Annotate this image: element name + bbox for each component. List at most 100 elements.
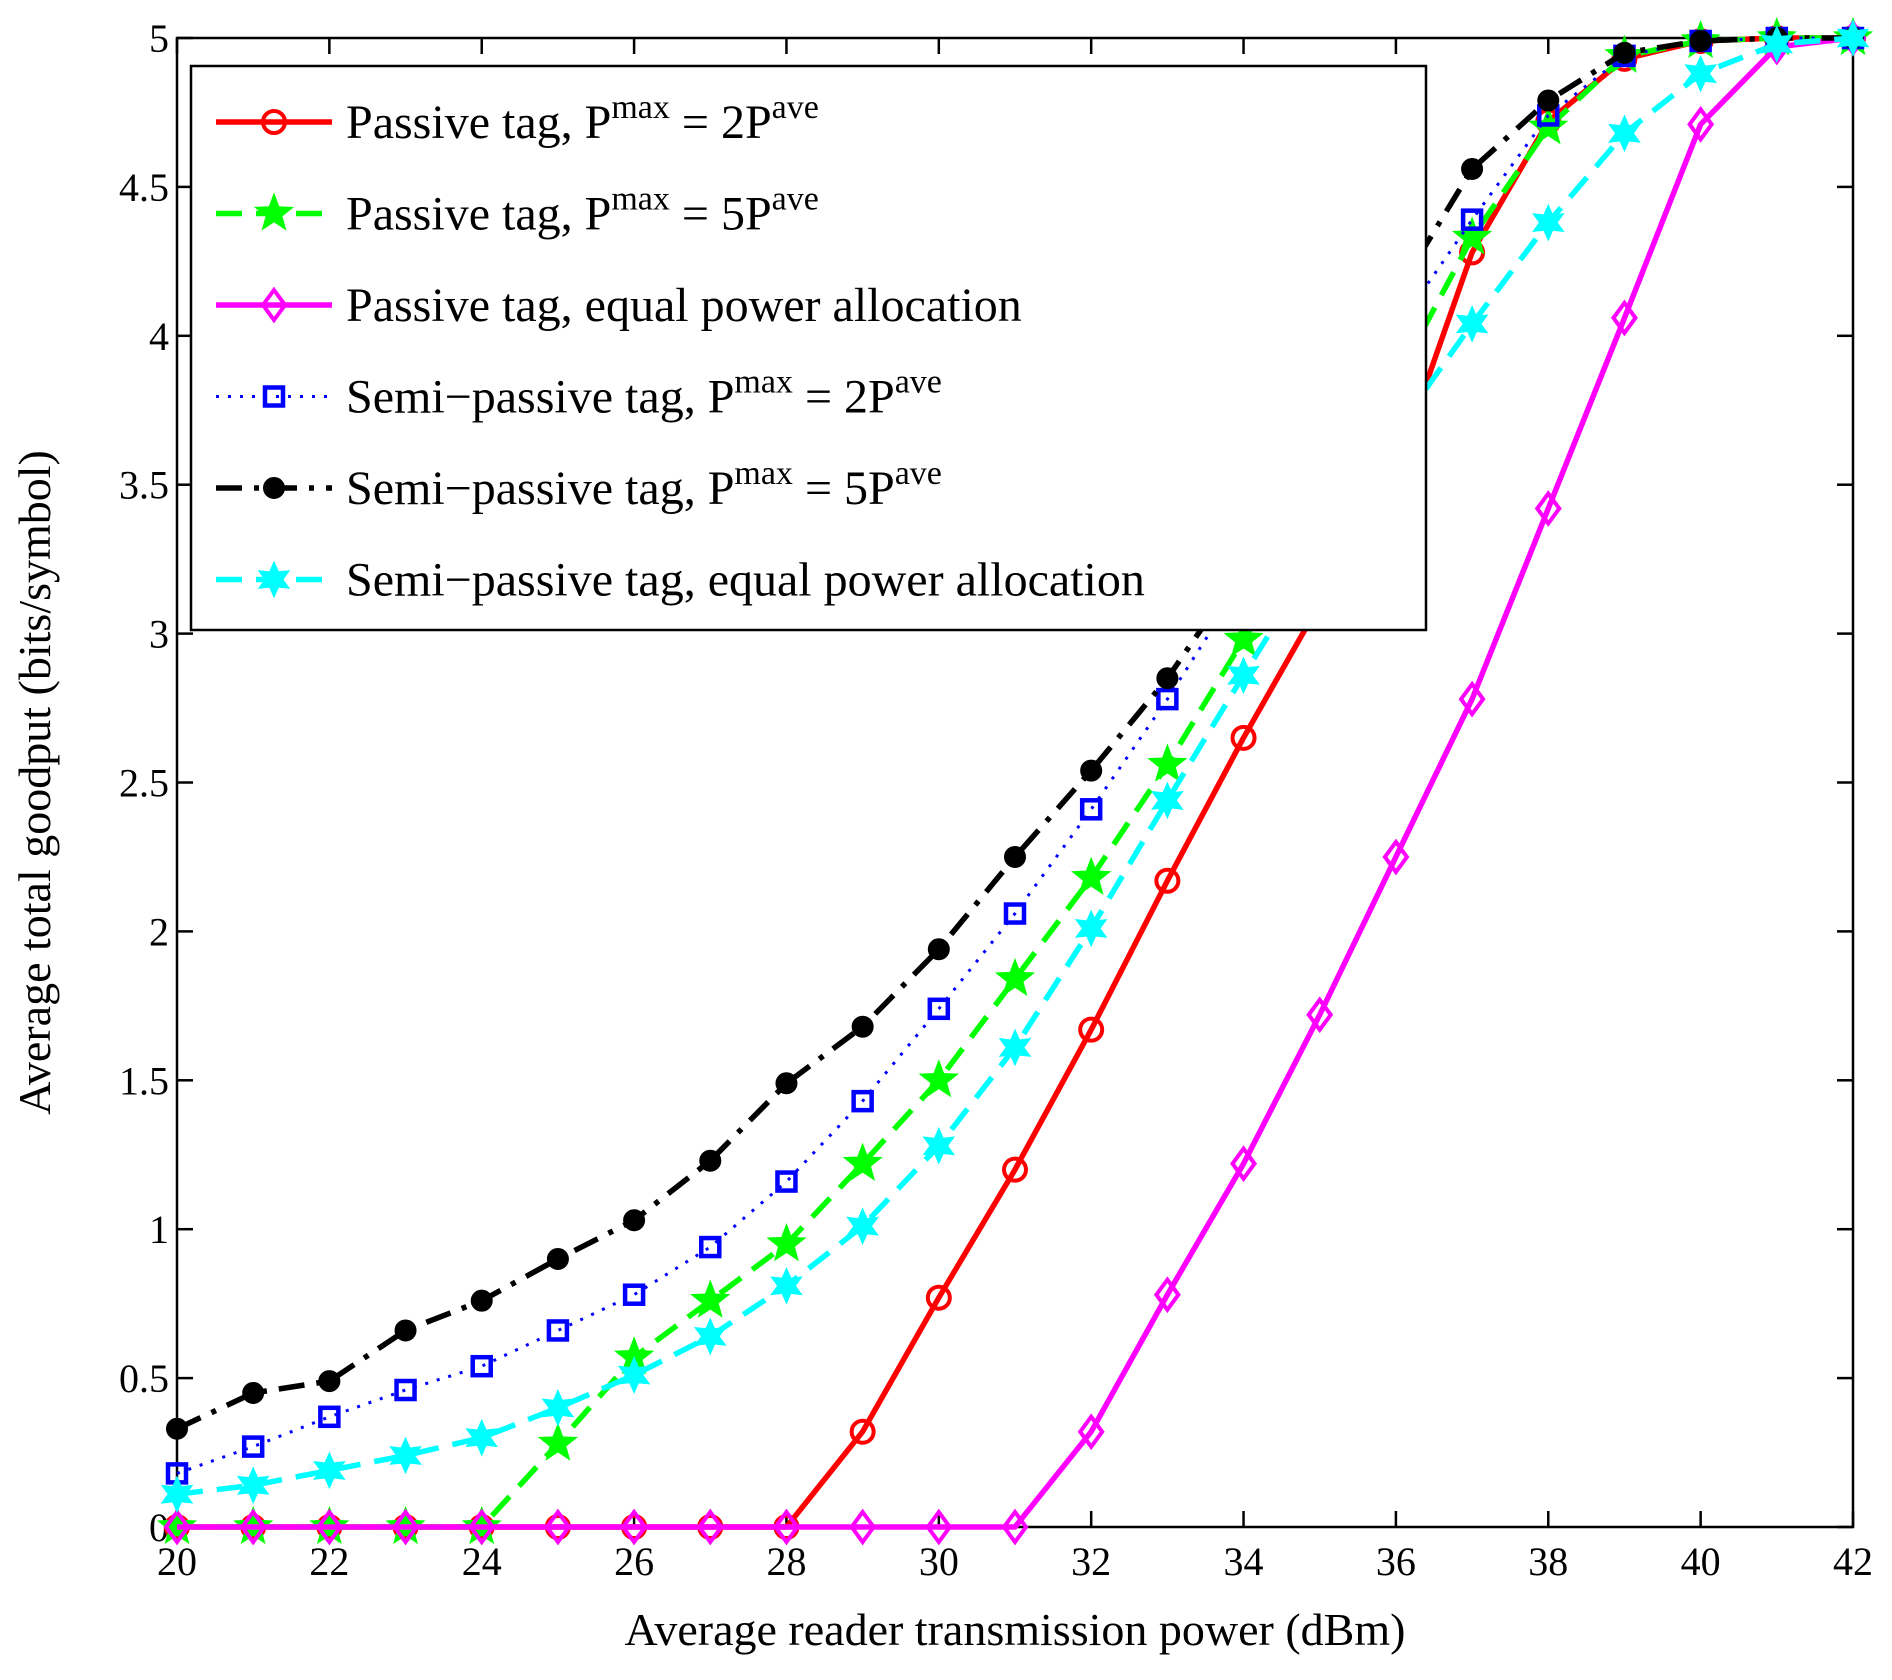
data-point [1306, 996, 1334, 1034]
data-point [318, 1405, 341, 1429]
y-tick-label: 5 [149, 16, 169, 61]
x-tick-label: 32 [1071, 1539, 1111, 1584]
legend-marker [260, 286, 288, 324]
data-point [242, 1381, 265, 1404]
x-tick-label: 38 [1528, 1539, 1568, 1584]
data-point [846, 1207, 880, 1246]
data-point [851, 1089, 874, 1113]
data-point [690, 1279, 731, 1318]
data-point [998, 1028, 1032, 1067]
legend-text-part: = 5P [670, 188, 772, 241]
y-tick-label: 4 [149, 314, 169, 359]
data-point [1458, 680, 1486, 718]
legend-label: Passive tag, equal power allocation [346, 279, 1022, 332]
legend-text-part: Semi−passive tag, equal power allocation [346, 554, 1145, 607]
data-point [1613, 41, 1636, 64]
data-point [236, 1466, 270, 1505]
y-tick-label: 2 [149, 909, 169, 954]
legend-box [189, 64, 1428, 632]
data-point [925, 1508, 953, 1546]
legend-superscript: ave [895, 364, 942, 401]
data-point [537, 1422, 579, 1461]
x-tick-label: 34 [1224, 1539, 1264, 1584]
legend-text-part: = 2P [670, 96, 772, 149]
data-point [1003, 902, 1027, 925]
legend-marker [253, 192, 295, 231]
data-point [239, 1508, 267, 1546]
x-tick-label: 28 [766, 1539, 806, 1584]
legend-superscript: max [734, 364, 793, 401]
data-point [1153, 1276, 1181, 1314]
data-point [1074, 909, 1108, 948]
data-point [699, 1235, 722, 1259]
legend-label: Passive tag, Pmax = 5Pave [346, 181, 819, 241]
data-point [927, 997, 951, 1021]
legend-text-part: = 2P [793, 371, 895, 424]
data-point [849, 1508, 877, 1546]
x-tick-label: 40 [1681, 1539, 1721, 1584]
series-6 [160, 19, 1870, 1514]
x-tick-label: 42 [1833, 1539, 1873, 1584]
data-point [622, 1283, 646, 1306]
data-point [1156, 687, 1179, 711]
data-point [1610, 299, 1638, 337]
legend-entry: Passive tag, Pmax = 2Pave [216, 89, 819, 149]
legend-superscript: ave [895, 455, 942, 492]
legend-entry: Passive tag, equal power allocation [216, 279, 1022, 332]
series-line [176, 36, 1853, 1475]
y-tick-label: 3.5 [119, 463, 169, 508]
legend-superscript: max [734, 455, 793, 492]
legend-label: Semi−passive tag, Pmax = 2Pave [346, 364, 942, 424]
x-axis-ticks: 20 22 24 26 28 30 32 34 36 38 40 42 [157, 38, 1873, 1584]
data-point [312, 1451, 346, 1490]
data-point [842, 1142, 883, 1181]
data-point [1455, 305, 1489, 343]
legend-marker [257, 560, 291, 599]
y-tick-label: 1 [149, 1207, 169, 1252]
data-point [241, 1435, 265, 1458]
x-tick-label: 30 [919, 1539, 959, 1584]
data-point [994, 957, 1036, 997]
data-point [1227, 656, 1260, 695]
y-tick-label: 0.5 [119, 1356, 169, 1401]
data-point [1689, 29, 1712, 52]
x-tick-label: 22 [309, 1539, 349, 1584]
y-axis-label: Average total goodput (bits/symbol) [9, 450, 60, 1115]
x-axis-label: Average reader transmission power (dBm) [625, 1604, 1406, 1655]
data-point [1687, 105, 1715, 143]
data-point [623, 1209, 646, 1232]
data-point [541, 1389, 575, 1427]
legend-entry: Semi−passive tag, Pmax = 2Pave [216, 364, 942, 424]
data-point [394, 1378, 417, 1402]
y-tick-label: 1.5 [119, 1058, 169, 1103]
legend-text-part: Passive tag, P [346, 96, 611, 149]
data-point [1230, 724, 1257, 751]
data-point [1147, 743, 1188, 782]
data-point [160, 1475, 194, 1514]
x-tick-label: 20 [157, 1539, 197, 1584]
data-point [1079, 798, 1103, 821]
y-tick-label: 3 [149, 612, 169, 657]
data-point [918, 1059, 959, 1098]
data-point [1223, 618, 1264, 657]
legend-marker [263, 477, 285, 499]
data-point [163, 1508, 191, 1546]
legend-entry: Semi−passive tag, Pmax = 5Pave [216, 455, 942, 515]
data-point [1836, 19, 1870, 57]
data-point [1150, 781, 1184, 820]
legend-superscript: max [611, 89, 670, 126]
data-point [693, 1317, 727, 1356]
data-point [1760, 25, 1794, 63]
data-point [544, 1508, 572, 1546]
data-point [1451, 216, 1493, 255]
data-point [1684, 54, 1718, 93]
data-point [775, 1072, 798, 1095]
series-line [175, 35, 1853, 1432]
legend-marker [261, 109, 287, 135]
legend-text-part: = 5P [793, 462, 895, 515]
x-tick-label: 36 [1376, 1539, 1416, 1584]
data-point [772, 1508, 800, 1546]
data-point [766, 1222, 807, 1262]
data-point [849, 1418, 876, 1445]
y-tick-label: 4.5 [119, 165, 169, 210]
